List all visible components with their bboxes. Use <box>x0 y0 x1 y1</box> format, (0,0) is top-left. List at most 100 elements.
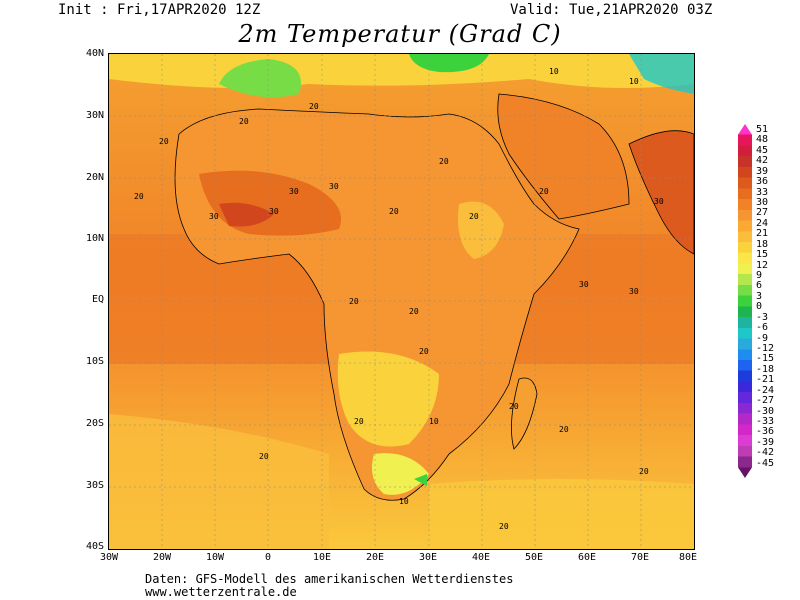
lat-label-10s: 10S <box>85 356 104 367</box>
contour-label: 20 <box>259 452 269 461</box>
legend-value-label: 42 <box>756 155 769 167</box>
contour-label: 20 <box>499 522 509 531</box>
contour-label: 20 <box>539 187 549 196</box>
contour-label: 10 <box>629 77 639 86</box>
contour-label: 20 <box>419 347 429 356</box>
legend-value-label: 3 <box>756 290 763 302</box>
contour-label: 30 <box>329 182 339 191</box>
lat-label-30s: 30S <box>85 480 104 491</box>
madagascar <box>511 377 538 450</box>
europe-cool-region <box>109 54 694 88</box>
contour-label: 20 <box>469 212 479 221</box>
contour-label: 20 <box>559 425 569 434</box>
contour-label: 20 <box>509 402 519 411</box>
contour-labels: 20 20 20 30 30 30 30 20 20 20 20 20 20 2… <box>134 67 664 531</box>
west-africa-hotspot <box>219 202 274 227</box>
legend-value-label: -24 <box>756 384 775 396</box>
south-atlantic-cool <box>109 414 329 549</box>
lat-label-20s: 20S <box>85 418 104 429</box>
legend-value-label: -18 <box>756 363 775 375</box>
contour-label: 20 <box>439 157 449 166</box>
contour-label: 10 <box>399 497 409 506</box>
lon-label-10w: 10W <box>205 552 225 563</box>
contour-label: 20 <box>309 102 319 111</box>
contour-label: 20 <box>239 117 249 126</box>
lon-label-30e: 30E <box>418 552 438 563</box>
lat-label-eq: EQ <box>91 294 104 305</box>
ethiopian-highlands <box>458 201 504 259</box>
legend-value-label: -3 <box>756 311 769 323</box>
lon-label-20e: 20E <box>365 552 385 563</box>
legend-value-label: -33 <box>756 415 775 427</box>
contour-label: 20 <box>389 207 399 216</box>
indian-subcontinent <box>628 130 694 255</box>
contour-label: 20 <box>159 137 169 146</box>
contour-label: 20 <box>354 417 364 426</box>
lon-label-70e: 70E <box>630 552 650 563</box>
legend-value-label: 24 <box>756 217 769 229</box>
contour-label: 30 <box>579 280 589 289</box>
contour-label: 10 <box>429 417 439 426</box>
legend-value-label: 9 <box>756 269 763 281</box>
legend-value-label: 15 <box>756 249 769 261</box>
contour-label: 30 <box>654 197 664 206</box>
color-legend <box>738 124 752 478</box>
map-title: 2m Temperatur (Grad C) <box>238 20 562 48</box>
south-indian-cool <box>429 479 694 549</box>
lat-label-40s: 40S <box>85 541 104 552</box>
legend-value-label: -6 <box>756 322 769 334</box>
legend-value-label: 45 <box>756 144 769 156</box>
legend-value-label: 27 <box>756 207 769 219</box>
lon-label-0: 0 <box>264 552 272 563</box>
legend-value-label: -27 <box>756 395 775 407</box>
contour-label: 20 <box>134 192 144 201</box>
lat-label-30n: 30N <box>85 110 104 121</box>
legend-value-label: -15 <box>756 353 775 365</box>
legend-value-label: 36 <box>756 176 769 188</box>
contour-label: 20 <box>409 307 419 316</box>
legend-value-label: 30 <box>756 196 769 208</box>
legend-value-label: 48 <box>756 134 769 146</box>
legend-value-label: -9 <box>756 332 769 344</box>
legend-value-label: -30 <box>756 405 775 417</box>
legend-value-label: -36 <box>756 426 775 438</box>
data-source-note: Daten: GFS-Modell des amerikanischen Wet… <box>145 572 514 586</box>
lon-label-60e: 60E <box>577 552 597 563</box>
contour-label: 20 <box>349 297 359 306</box>
contour-label: 30 <box>629 287 639 296</box>
legend-value-label: 6 <box>756 280 763 292</box>
lon-label-20w: 20W <box>152 552 172 563</box>
caucasus-cold <box>629 54 694 94</box>
alps-green <box>409 54 489 73</box>
lon-label-10e: 10E <box>312 552 332 563</box>
lon-label-30w: 30W <box>99 552 119 563</box>
legend-value-label: -45 <box>756 457 775 469</box>
lesotho-green <box>414 474 427 486</box>
legend-value-label: 18 <box>756 238 769 250</box>
contour-label: 30 <box>289 187 299 196</box>
legend-value-label: 39 <box>756 165 769 177</box>
lon-label-40e: 40E <box>471 552 491 563</box>
legend-value-label: 33 <box>756 186 769 198</box>
contour-label: 30 <box>269 207 279 216</box>
legend-value-label: -39 <box>756 436 775 448</box>
legend-value-label: 51 <box>756 124 769 135</box>
lat-label-20n: 20N <box>85 172 104 183</box>
arabian-peninsula <box>497 93 630 220</box>
south-africa-cool <box>371 453 429 495</box>
legend-value-label: 0 <box>756 301 763 313</box>
iberia-green <box>219 59 301 98</box>
legend-value-label: -21 <box>756 374 775 386</box>
contour-label: 10 <box>549 67 559 76</box>
website-link[interactable]: www.wetterzentrale.de <box>145 585 297 599</box>
map-canvas: 20 20 20 30 30 30 30 20 20 20 20 20 20 2… <box>109 54 694 549</box>
init-time-label: Init : Fri,17APR2020 12Z <box>58 2 261 18</box>
legend-value-label: 21 <box>756 228 769 240</box>
legend-value-label: -12 <box>756 342 775 354</box>
contour-label: 20 <box>639 467 649 476</box>
legend-value-label: 12 <box>756 259 769 271</box>
valid-time-label: Valid: Tue,21APR2020 03Z <box>510 2 713 18</box>
lon-label-50e: 50E <box>524 552 544 563</box>
lon-label-80e: 80E <box>678 552 698 563</box>
legend-value-label: -42 <box>756 447 775 459</box>
